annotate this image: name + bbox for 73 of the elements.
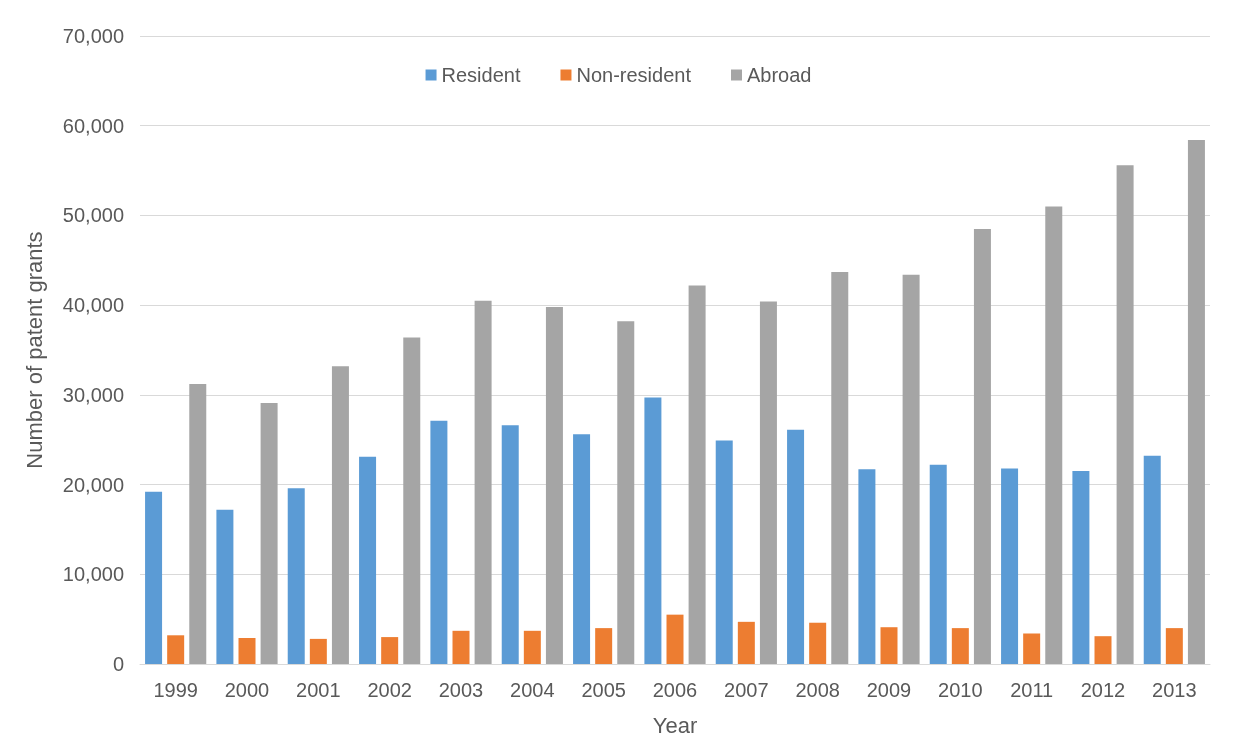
x-tick-label: 2002: [367, 679, 412, 701]
legend-label: Resident: [441, 64, 521, 86]
y-tick-label: 70,000: [62, 25, 124, 47]
bar: [1045, 206, 1063, 664]
bar: [715, 440, 733, 664]
bar: [260, 402, 278, 664]
y-tick-label: 60,000: [62, 114, 124, 137]
x-tick-label: 2008: [795, 679, 840, 701]
bar: [167, 635, 185, 664]
bar: [287, 488, 305, 664]
bar: [831, 271, 849, 664]
y-tick-label: 0: [112, 653, 124, 675]
bar: [452, 630, 470, 664]
bar: [189, 384, 207, 664]
y-axis-title: Number of patent grants: [21, 231, 47, 469]
bar: [787, 429, 805, 664]
bar: [1187, 140, 1205, 664]
x-axis-title: Year: [652, 712, 698, 738]
y-tick-label: 40,000: [62, 294, 124, 317]
bar: [145, 491, 163, 664]
bar: [501, 425, 519, 664]
bar: [309, 638, 327, 664]
bar: [858, 469, 876, 664]
bar: [1094, 636, 1112, 664]
x-tick-label: 2001: [296, 679, 341, 701]
bar: [644, 397, 662, 664]
x-tick-label: 2006: [652, 679, 698, 701]
bar: [403, 337, 421, 664]
bar: [331, 366, 349, 664]
bar: [1143, 455, 1161, 664]
bar: [381, 637, 399, 664]
legend-label: Non-resident: [576, 64, 692, 86]
bar: [951, 628, 969, 664]
bar: [666, 614, 684, 664]
bar: [809, 622, 827, 664]
bar: [1116, 165, 1134, 664]
bar: [973, 228, 991, 664]
bar: [216, 509, 234, 664]
bar: [474, 300, 492, 664]
bar: [430, 420, 448, 664]
y-tick-label: 50,000: [62, 204, 124, 227]
x-tick-label: 1999: [153, 679, 198, 701]
y-tick-label: 10,000: [62, 563, 124, 586]
x-tick-label: 2000: [224, 679, 270, 701]
bar: [737, 621, 755, 664]
bar: [1072, 471, 1090, 664]
bar: [688, 285, 706, 664]
bar: [359, 456, 377, 664]
bar: [902, 274, 920, 664]
bar: [617, 321, 635, 664]
x-tick-label: 2013: [1152, 679, 1197, 701]
y-tick-label: 20,000: [62, 473, 124, 496]
x-tick-label: 2011: [1010, 679, 1054, 701]
bar: [880, 627, 898, 664]
x-tick-label: 2010: [938, 679, 983, 701]
bar: [573, 434, 591, 664]
bar: [1023, 633, 1041, 664]
bar: [595, 628, 613, 664]
bar: [929, 464, 947, 664]
bar: [545, 306, 563, 664]
x-tick-label: 2003: [438, 679, 484, 701]
legend-label: Abroad: [746, 64, 812, 86]
bar: [523, 630, 541, 664]
x-tick-label: 2007: [724, 679, 769, 701]
y-tick-label: 30,000: [62, 383, 124, 406]
bar: [759, 301, 777, 664]
bar: [1001, 468, 1019, 664]
bar: [238, 637, 256, 664]
x-tick-label: 2009: [866, 679, 912, 701]
x-tick-label: 2005: [581, 679, 626, 701]
x-tick-label: 2012: [1080, 679, 1126, 701]
bar: [1165, 628, 1183, 664]
x-tick-label: 2004: [510, 679, 555, 701]
